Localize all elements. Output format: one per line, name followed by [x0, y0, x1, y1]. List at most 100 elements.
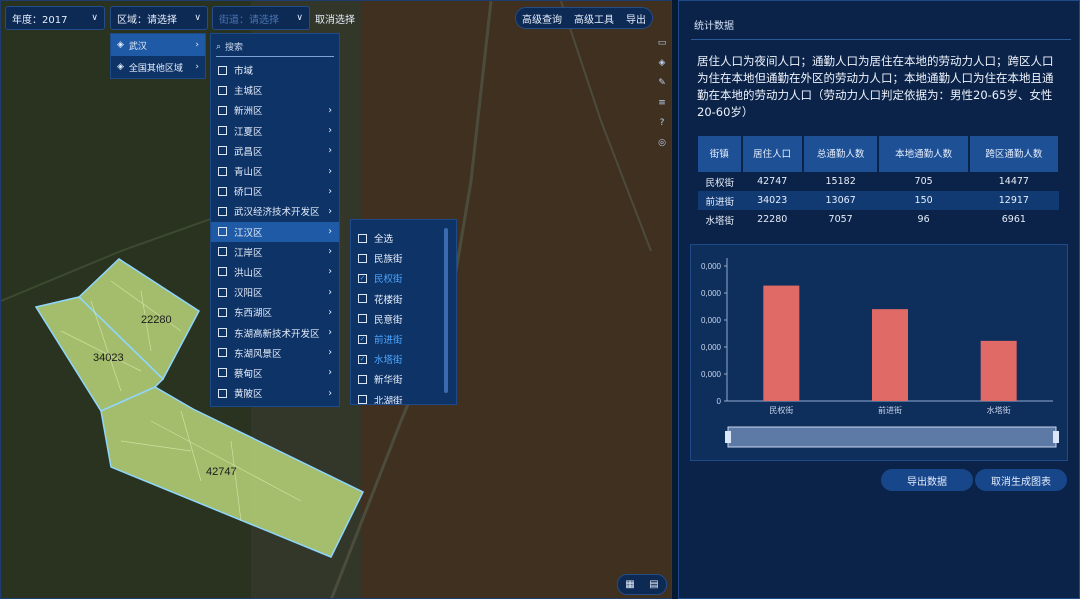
district-item[interactable]: 蔡甸区 › — [211, 363, 339, 383]
checkbox-icon[interactable] — [218, 247, 227, 257]
checkbox-icon[interactable] — [358, 374, 367, 384]
chevron-right-icon: › — [328, 246, 332, 258]
checkbox-icon[interactable] — [218, 227, 227, 237]
street-item[interactable]: 新华街 — [351, 369, 456, 389]
district-item[interactable]: 江汉区 › — [211, 221, 339, 242]
district-item[interactable]: 硚口区 › — [211, 181, 339, 201]
checkbox-icon[interactable] — [218, 166, 227, 176]
checkbox-icon[interactable] — [218, 307, 227, 317]
checkbox-icon[interactable] — [358, 233, 367, 243]
district-item[interactable]: 东西湖区 › — [211, 302, 339, 322]
region-item-other[interactable]: ◈ 全国其他区域 › — [111, 56, 205, 78]
advanced-query-button[interactable]: 高级查询 — [522, 14, 562, 26]
checkbox-icon[interactable] — [218, 65, 227, 75]
table-cell: 12917 — [968, 191, 1059, 210]
street-select[interactable]: 街道：请选择 ∨ — [212, 6, 310, 30]
region-select[interactable]: 区域：请选择 ∨ — [110, 6, 208, 30]
layers-icon[interactable]: ◈ — [658, 58, 666, 68]
year-select[interactable]: 年度：2017 ∨ — [5, 6, 105, 30]
table-cell: 96 — [878, 210, 969, 229]
export-data-button[interactable]: 导出数据 — [881, 469, 973, 491]
district-item[interactable]: 青山区 › — [211, 161, 339, 181]
district-item[interactable]: 东湖高新技术开发区 › — [211, 322, 339, 342]
table-header-cell: 本地通勤人数 — [878, 136, 970, 172]
checkbox-icon[interactable] — [218, 287, 227, 297]
checkbox-icon[interactable] — [218, 146, 227, 156]
checkbox-icon[interactable] — [358, 314, 367, 324]
district-item[interactable]: 东湖风景区 › — [211, 343, 339, 363]
checkbox-icon[interactable] — [218, 328, 227, 338]
checkbox-icon[interactable] — [358, 395, 367, 404]
palette-icon[interactable]: ◎ — [658, 138, 666, 148]
street-item[interactable]: 全选 — [351, 228, 456, 248]
district-item-label: 蔡甸区 — [234, 368, 263, 380]
checkbox-icon[interactable] — [218, 388, 227, 398]
street-item[interactable]: 花楼街 — [351, 289, 456, 309]
comment-icon[interactable]: ▭ — [657, 38, 667, 48]
checkbox-icon[interactable] — [218, 348, 227, 358]
checkbox-icon[interactable] — [358, 253, 367, 263]
cancel-select-button[interactable]: 取消选择 — [315, 15, 355, 26]
list-icon[interactable]: ≡ — [658, 98, 666, 108]
district-item[interactable]: 武昌区 › — [211, 141, 339, 161]
street-item[interactable]: 民意街 — [351, 309, 456, 329]
region-item-wuhan[interactable]: ◈ 武汉 › — [111, 34, 205, 56]
range-handle-right[interactable] — [1053, 431, 1059, 443]
map-view[interactable]: 22280 34023 42747 年度：2017 ∨ 区域：请选择 ∨ 街道：… — [0, 0, 672, 599]
district-item[interactable]: 汉阳区 › — [211, 282, 339, 302]
table-cell: 14477 — [968, 172, 1059, 191]
district-search-input[interactable]: ⌕ 搜索 — [216, 37, 334, 57]
street-item[interactable]: 民族街 — [351, 248, 456, 268]
region-item-label: 武汉 — [128, 41, 147, 52]
street-scrollbar[interactable] — [444, 228, 448, 393]
table-header: 街镇 居住人口 总通勤人数 本地通勤人数 跨区通勤人数 — [698, 136, 1061, 172]
district-item[interactable]: 黄陂区 › — [211, 383, 339, 403]
help-icon[interactable]: ? — [659, 118, 665, 128]
district-item[interactable]: 武汉经济技术开发区 › — [211, 201, 339, 221]
district-item[interactable]: 江夏区 › — [211, 121, 339, 141]
checkbox-icon[interactable] — [218, 126, 227, 136]
street-item-label: 新华街 — [374, 375, 403, 387]
district-item-label: 洪山区 — [234, 267, 263, 279]
checkbox-icon[interactable] — [218, 85, 227, 95]
cancel-chart-button[interactable]: 取消生成图表 — [975, 469, 1067, 491]
chevron-right-icon: › — [328, 104, 332, 116]
checkbox-icon[interactable] — [218, 368, 227, 378]
brush-icon[interactable]: ✎ — [658, 78, 666, 88]
search-placeholder: 搜索 — [225, 43, 244, 53]
range-handle-left[interactable] — [725, 431, 731, 443]
checkbox-icon[interactable] — [218, 105, 227, 115]
export-button[interactable]: 导出 — [626, 14, 646, 26]
district-item[interactable]: 主城区 — [211, 80, 339, 100]
street-item[interactable]: ✓ 前进街 — [351, 329, 456, 349]
checkbox-icon[interactable] — [218, 267, 227, 277]
street-item[interactable]: ✓ 水塔街 — [351, 349, 456, 369]
street-item[interactable]: 北湖街 — [351, 390, 456, 404]
chevron-right-icon: › — [328, 185, 332, 197]
district-item[interactable]: 市域 — [211, 60, 339, 80]
checkbox-checked-icon[interactable]: ✓ — [358, 354, 367, 364]
street-item-label: 花楼街 — [374, 294, 403, 306]
table-header-cell: 跨区通勤人数 — [968, 136, 1061, 172]
advanced-tools-button[interactable]: 高级工具 — [574, 14, 614, 26]
district-item[interactable]: 洪山区 › — [211, 262, 339, 282]
district-item[interactable]: 江岸区 › — [211, 242, 339, 262]
table-cell: 34023 — [741, 191, 803, 210]
table-icon[interactable]: ▦ — [625, 579, 635, 590]
checkbox-checked-icon[interactable]: ✓ — [358, 273, 367, 283]
checkbox-checked-icon[interactable]: ✓ — [358, 334, 367, 344]
checkbox-icon[interactable] — [358, 294, 367, 304]
checkbox-icon[interactable] — [218, 206, 227, 216]
chevron-right-icon: › — [328, 327, 332, 339]
street-item-label: 民意街 — [374, 314, 403, 326]
region-item-label: 全国其他区域 — [128, 63, 183, 74]
region-dropdown: ◈ 武汉 › ◈ 全国其他区域 › — [110, 33, 206, 79]
district-item-label: 市域 — [234, 66, 254, 78]
district-item[interactable]: 新洲区 › — [211, 100, 339, 120]
checkbox-icon[interactable] — [218, 186, 227, 196]
map-label-minquan: 42747 — [206, 466, 237, 478]
street-item[interactable]: ✓ 民权街 — [351, 268, 456, 288]
search-icon: ⌕ — [216, 41, 222, 52]
map-icon[interactable]: ▤ — [649, 579, 659, 590]
bar — [872, 309, 908, 401]
